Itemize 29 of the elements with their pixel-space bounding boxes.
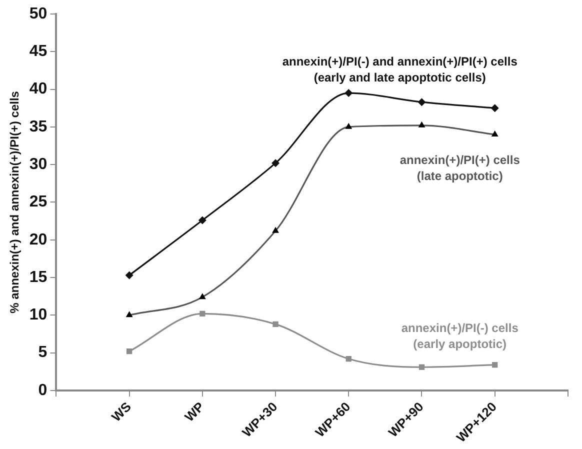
series-label: annexin(+)/PI(-) cells (early apoptotic) (401, 321, 519, 352)
y-tick-label: 0 (38, 382, 48, 399)
y-tick-label: 10 (29, 306, 48, 324)
point (272, 159, 280, 168)
y-tick-label: 20 (29, 231, 48, 248)
y-tick-label: 15 (29, 268, 48, 286)
point (126, 348, 132, 354)
y-tick-label: 35 (29, 118, 48, 136)
y-tick-label: 30 (29, 156, 48, 173)
text: annexin(+)/PI(-) and annexin(+)/PI(+) cells (early and late apoptotic cells) (282, 54, 518, 84)
point (198, 216, 206, 224)
y-tick-label: 25 (29, 194, 48, 211)
x-tick-label: WP (182, 398, 208, 424)
x-tick-label: WS (108, 398, 134, 424)
point (346, 356, 352, 362)
point (492, 362, 498, 368)
y-tick-label: 45 (29, 43, 48, 60)
y-tick-label: 5 (38, 344, 48, 362)
y-axis-title: % annexin(+) and annexin(+)/PI(+) cells (8, 90, 22, 314)
point (125, 271, 134, 280)
point (272, 321, 278, 328)
point (200, 310, 206, 316)
y-tick-label: 40 (29, 80, 48, 98)
point (490, 104, 499, 112)
point (418, 364, 425, 370)
point (344, 89, 353, 98)
text: annexin(+)/PI(+) cells (late apoptotic) (400, 152, 520, 183)
y-tick-label: 50 (29, 5, 48, 22)
point (418, 98, 426, 106)
